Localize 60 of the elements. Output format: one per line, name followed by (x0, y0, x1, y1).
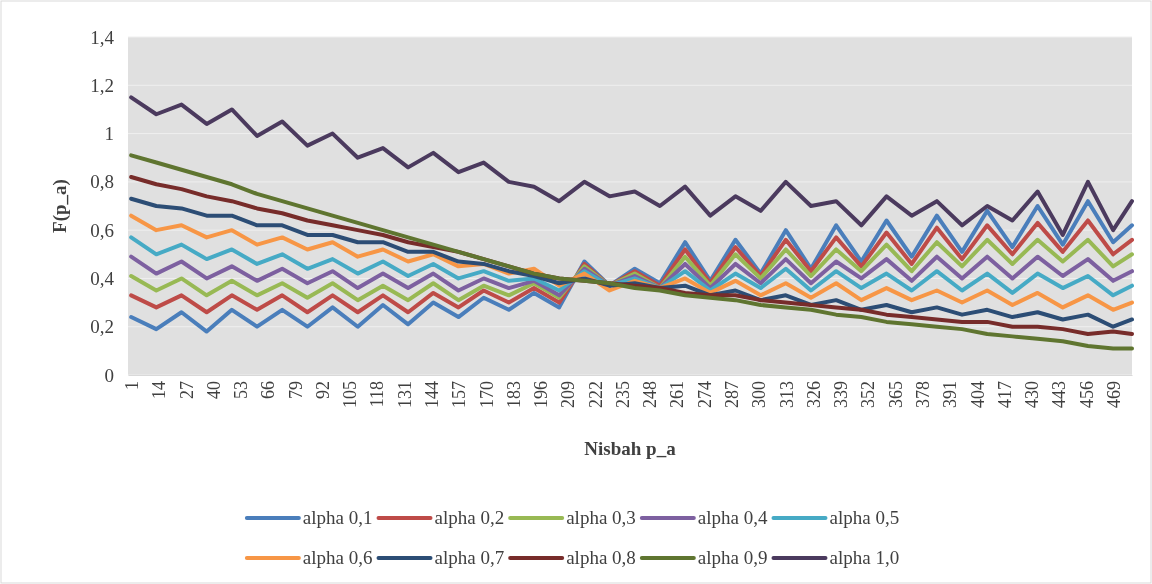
x-tick-label: 92 (312, 381, 333, 399)
y-axis-title: F(p_a) (49, 179, 71, 233)
legend-label: alpha 0,3 (566, 507, 636, 528)
x-tick-label: 339 (831, 381, 852, 408)
legend-label: alpha 0,2 (434, 507, 505, 528)
x-tick-label: 144 (421, 381, 442, 408)
y-tick-label: 0,2 (90, 316, 114, 338)
x-tick-label: 391 (940, 381, 961, 408)
legend-label: alpha 0,9 (697, 547, 768, 568)
x-tick-label: 27 (176, 381, 197, 399)
x-tick-label: 261 (667, 381, 688, 408)
x-tick-label: 131 (394, 381, 415, 408)
line-series (129, 153, 1134, 351)
x-tick-label: 378 (912, 381, 933, 408)
x-tick-label: 222 (585, 381, 606, 408)
x-tick-label: 105 (340, 381, 361, 408)
x-tick-label: 1 (121, 381, 142, 390)
x-tick-label: 209 (558, 381, 579, 408)
x-tick-label: 274 (694, 381, 715, 408)
x-tick-label: 300 (749, 381, 770, 408)
x-tick-label: 287 (722, 381, 743, 408)
x-tick-label: 53 (231, 381, 252, 399)
legend-label: alpha 0,6 (302, 547, 373, 568)
x-tick-label: 417 (994, 381, 1015, 408)
legend-label: alpha 0,7 (434, 547, 505, 568)
x-tick-label: 365 (885, 381, 906, 408)
x-tick-label: 118 (367, 381, 388, 408)
x-tick-label: 183 (503, 381, 524, 408)
legend-label: alpha 0,8 (566, 547, 636, 568)
legend-label: alpha 0,5 (829, 507, 900, 528)
y-tick-label: 0,4 (90, 268, 115, 290)
x-tick-label: 313 (776, 381, 797, 408)
x-tick-label: 456 (1076, 381, 1097, 408)
x-tick-label: 352 (858, 381, 879, 408)
x-tick-label: 235 (612, 381, 633, 408)
x-tick-label: 79 (285, 381, 306, 399)
x-tick-label: 40 (203, 381, 224, 399)
x-tick-label: 326 (803, 381, 824, 408)
x-tick-label: 248 (640, 381, 661, 408)
x-tick-label: 196 (531, 381, 552, 408)
x-tick-label: 430 (1022, 381, 1043, 408)
x-tick-label: 157 (449, 381, 470, 408)
legend-label: alpha 0,4 (697, 507, 768, 528)
legend-label: alpha 0,1 (302, 507, 373, 528)
x-tick-label: 404 (967, 381, 988, 408)
x-tick-label: 469 (1103, 381, 1124, 408)
y-tick-label: 0,8 (90, 171, 114, 193)
x-tick-label: 443 (1049, 381, 1070, 408)
line-series (129, 95, 1134, 237)
y-tick-label: 1,4 (90, 26, 115, 48)
y-tick-label: 0 (104, 364, 114, 386)
line-series (129, 254, 1134, 298)
legend-label: alpha 1,0 (829, 547, 900, 568)
y-tick-label: 1 (104, 123, 114, 145)
y-tick-label: 0,6 (90, 219, 114, 241)
y-tick-label: 1,2 (90, 74, 114, 96)
x-tick-label: 14 (149, 381, 170, 399)
x-axis-title: Nisbah p_a (584, 438, 677, 459)
x-tick-label: 66 (258, 381, 279, 399)
x-tick-label: 170 (476, 381, 497, 408)
